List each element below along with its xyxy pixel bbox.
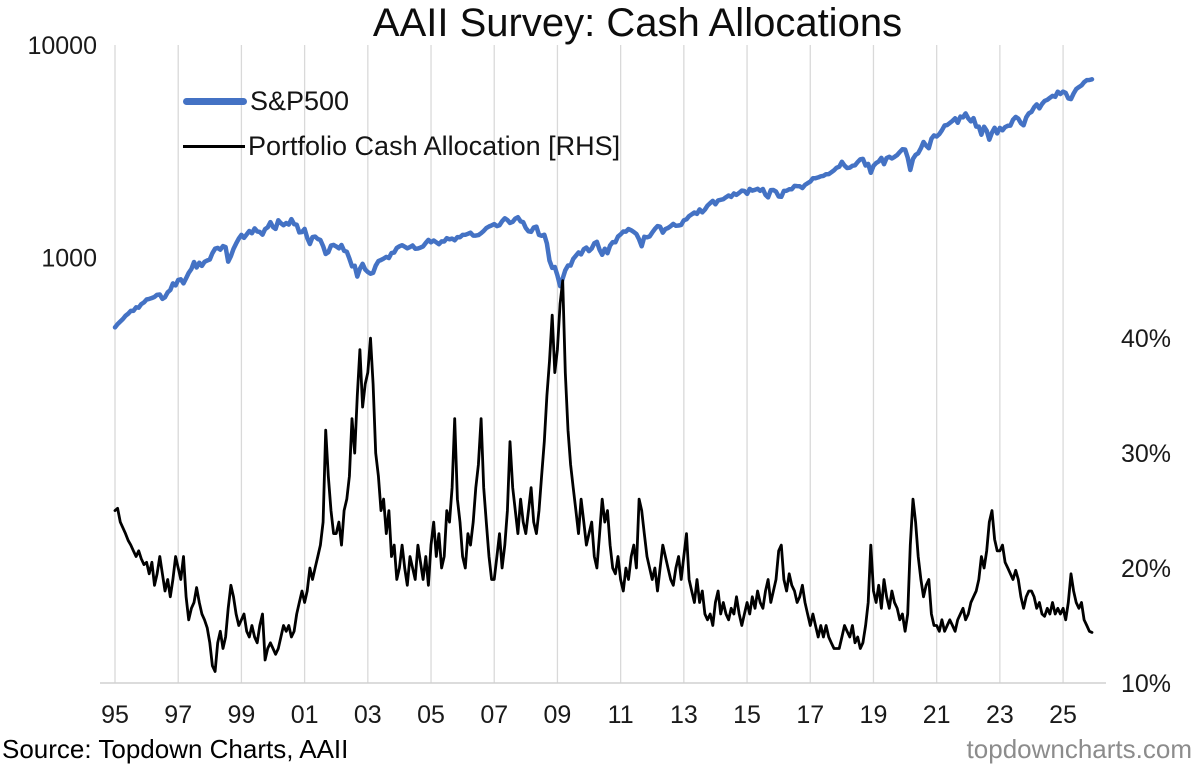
right-axis-tick-label: 10% [1121,670,1171,698]
legend: S&P500 Portfolio Cash Allocation [RHS] [183,79,620,169]
sp500-line-swatch [183,98,247,105]
x-axis-tick-label: 99 [228,701,256,729]
cash-allocation-line [113,279,1094,673]
legend-item-cash: Portfolio Cash Allocation [RHS] [183,124,620,169]
x-axis-tick-label: 25 [1049,701,1077,729]
sp500-line [112,77,1095,330]
x-axis-tick-label: 05 [417,701,445,729]
watermark-link: topdowncharts.com [966,734,1192,764]
left-axis-tick-label: 10000 [27,32,97,60]
x-axis-tick-label: 17 [796,701,824,729]
x-axis-tick-label: 03 [354,701,382,729]
source-text: Source: Topdown Charts, AAII [2,734,349,764]
x-axis-tick-label: 97 [164,701,192,729]
x-axis-tick-label: 09 [544,701,572,729]
right-axis-tick-label: 30% [1121,440,1171,468]
x-axis-tick-label: 23 [986,701,1014,729]
x-axis-tick-label: 95 [101,701,129,729]
x-axis-tick-label: 11 [608,701,634,729]
legend-item-sp500: S&P500 [183,79,620,124]
left-axis-tick-label: 1000 [41,245,97,273]
right-axis-tick-label: 40% [1121,325,1171,353]
x-axis-tick-label: 07 [480,701,508,729]
right-axis-tick-label: 20% [1121,555,1171,583]
x-axis-tick-label: 13 [670,701,698,729]
footer: Source: Topdown Charts, AAII topdownchar… [0,733,1200,767]
x-axis-tick-label: 01 [291,701,319,729]
x-axis-tick-label: 19 [860,701,888,729]
legend-label-sp500: S&P500 [250,86,350,116]
cash-line-swatch [183,145,245,148]
x-axis-tick-label: 15 [733,701,761,729]
legend-label-cash: Portfolio Cash Allocation [RHS] [248,131,621,161]
x-axis-tick-label: 21 [923,701,951,729]
chart-title: AAII Survey: Cash Allocations [372,1,903,45]
